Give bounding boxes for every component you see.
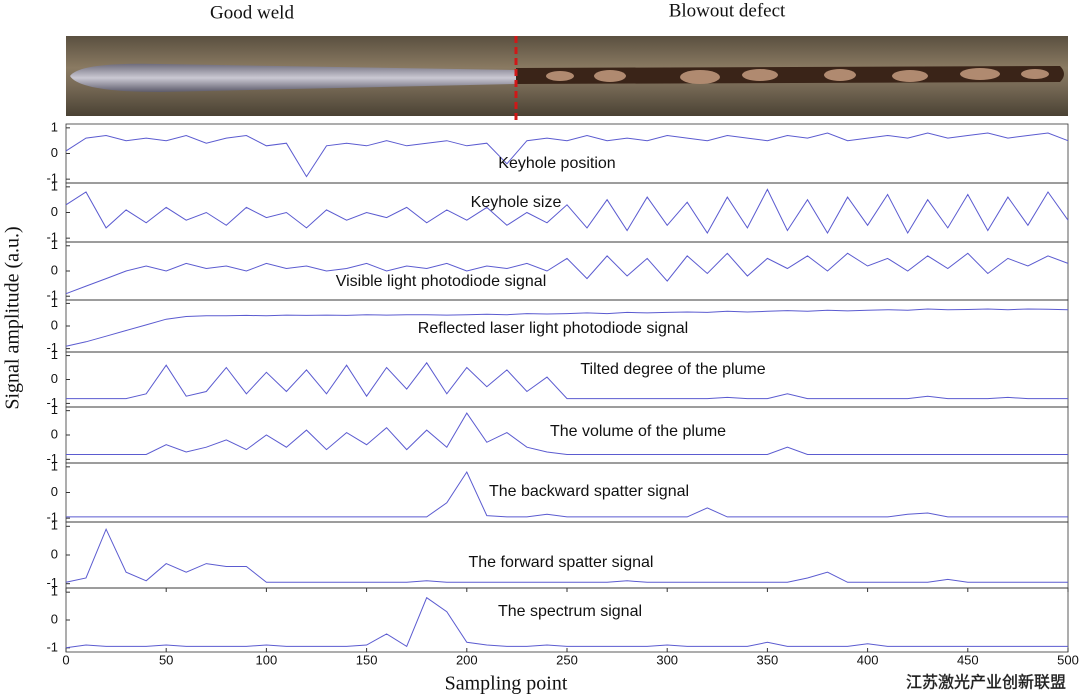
x-axis-title: Sampling point bbox=[445, 673, 568, 695]
y-tick-label: 1 bbox=[51, 295, 58, 310]
y-tick-label: 1 bbox=[51, 518, 58, 533]
signal-label: Reflected laser light photodiode signal bbox=[418, 320, 688, 337]
blowout-holes bbox=[546, 68, 1049, 84]
photo-label: Blowout defect bbox=[669, 0, 786, 21]
signal-label: Keyhole position bbox=[498, 155, 615, 172]
y-tick-label: 1 bbox=[51, 347, 58, 362]
x-tick-label: 400 bbox=[857, 652, 879, 667]
signal-label: The volume of the plume bbox=[550, 423, 726, 440]
y-tick-label: 1 bbox=[51, 237, 58, 252]
y-tick-label: -1 bbox=[46, 230, 58, 245]
weld-bead bbox=[70, 63, 516, 92]
signal-line bbox=[65, 188, 1069, 235]
y-tick-label: -1 bbox=[46, 395, 58, 410]
signal-label: Visible light photodiode signal bbox=[336, 273, 547, 290]
y-tick-label: -1 bbox=[46, 639, 58, 654]
signal-label: The forward spatter signal bbox=[469, 554, 654, 571]
y-tick-label: 0 bbox=[51, 611, 58, 626]
y-tick-label: 0 bbox=[51, 145, 58, 160]
x-tick-label: 150 bbox=[356, 652, 378, 667]
panel-frame bbox=[65, 182, 1069, 243]
signal-line bbox=[66, 470, 1068, 518]
y-tick-label: -1 bbox=[46, 340, 58, 355]
x-tick-label: 0 bbox=[62, 652, 69, 667]
signal-line bbox=[66, 361, 1068, 400]
y-tick-label: 0 bbox=[51, 317, 58, 332]
signal-line bbox=[65, 252, 1069, 295]
weld-photo bbox=[66, 36, 1068, 124]
y-tick-label: 1 bbox=[51, 402, 58, 417]
defect-bead bbox=[516, 66, 1064, 84]
y-tick-label: 0 bbox=[51, 484, 58, 499]
signal-line bbox=[65, 596, 1068, 649]
y-tick-label: -1 bbox=[46, 451, 58, 466]
y-tick-label: 0 bbox=[51, 546, 58, 561]
photo-label: Good weld bbox=[210, 2, 294, 23]
y-tick-label: 1 bbox=[51, 178, 58, 193]
x-tick-label: 50 bbox=[159, 652, 173, 667]
x-tick-label: 450 bbox=[957, 652, 979, 667]
y-tick-label: -1 bbox=[46, 575, 58, 590]
panel-frame bbox=[65, 123, 1069, 184]
y-axis-title: Signal amplitude (a.u.) bbox=[2, 226, 24, 409]
y-tick-label: 0 bbox=[51, 371, 58, 386]
signal-label: The backward spatter signal bbox=[489, 483, 689, 500]
y-tick-label: 0 bbox=[51, 204, 58, 219]
y-tick-label: 0 bbox=[51, 426, 58, 441]
signal-line bbox=[65, 132, 1069, 178]
signal-line bbox=[65, 527, 1068, 583]
x-tick-label: 500 bbox=[1057, 652, 1079, 667]
y-tick-label: 1 bbox=[51, 584, 58, 599]
x-tick-label: 250 bbox=[556, 652, 578, 667]
x-tick-label: 350 bbox=[757, 652, 779, 667]
x-tick-label: 100 bbox=[256, 652, 278, 667]
y-tick-label: -1 bbox=[46, 510, 58, 525]
panel-frame bbox=[65, 241, 1069, 301]
signal-label: The spectrum signal bbox=[498, 603, 642, 620]
y-tick-label: 1 bbox=[51, 458, 58, 473]
y-tick-label: 0 bbox=[51, 262, 58, 277]
signal-label: Tilted degree of the plume bbox=[580, 361, 765, 378]
signal-line bbox=[66, 412, 1068, 455]
signal-line bbox=[65, 308, 1069, 347]
y-tick-label: 1 bbox=[51, 119, 58, 134]
watermark: 江苏激光产业创新联盟 bbox=[906, 674, 1066, 692]
x-tick-label: 300 bbox=[656, 652, 678, 667]
signal-label: Keyhole size bbox=[471, 194, 562, 211]
y-tick-label: -1 bbox=[46, 171, 58, 186]
x-tick-label: 200 bbox=[456, 652, 478, 667]
y-tick-label: -1 bbox=[46, 288, 58, 303]
